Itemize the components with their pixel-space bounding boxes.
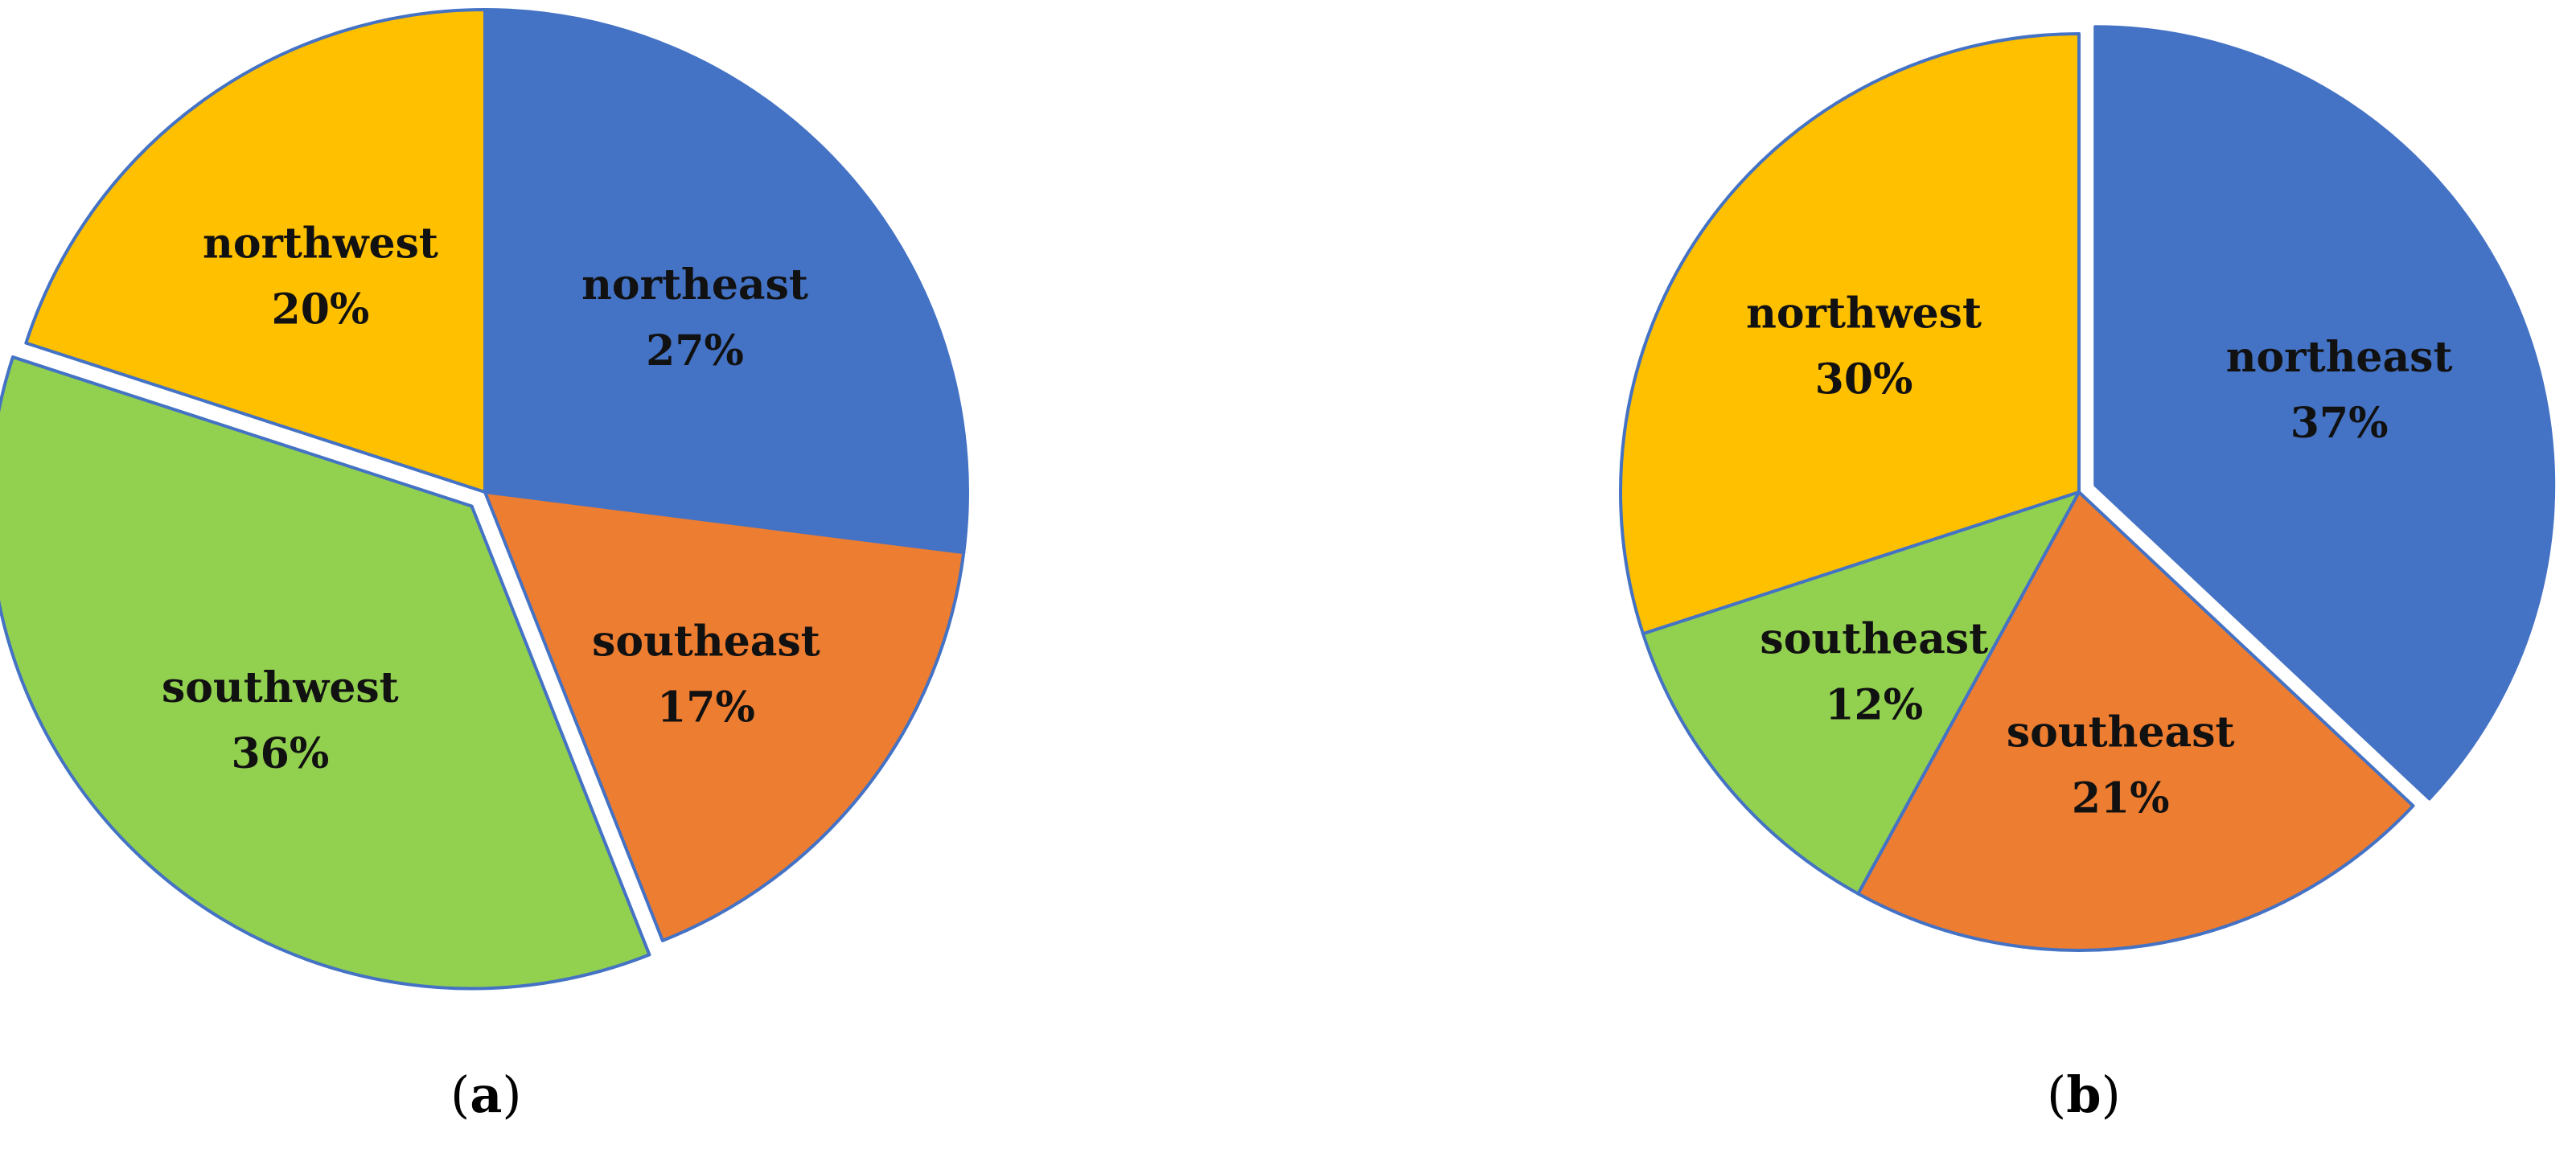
pie-b-slice-label-0: northeast [2226,333,2453,382]
pie-b-slice-value-3: 30% [1815,355,1913,404]
pie-a-slice-label-3: northwest [203,219,438,268]
panel-label-b-open: ( [2047,1065,2067,1124]
pie-a-slice-southwest-2 [0,355,651,991]
pie-a-slice-label-1: southeast [592,617,820,666]
pie-a-slice-label-0: northeast [581,261,808,310]
panel-label-a: (a) [450,1065,522,1124]
pie-b-slice-southeast-2 [1641,490,2081,896]
pie-chart-a: northeast 27% southeast 17% southwest 36% nort… [0,8,969,991]
panel-label-b-letter: b [2066,1065,2101,1124]
panel-label-b-close: ) [2101,1065,2121,1124]
pie-b-slice-northwest-3 [1619,32,2081,636]
pie-a-slice-southeast-1 [483,490,966,942]
pie-b-slice-value-1: 21% [2072,774,2170,823]
pie-b-slice-label-3: northwest [1746,289,1982,339]
pie-b-slice-value-0: 37% [2290,399,2389,448]
pie-a-slice-label-2: southwest [162,663,399,712]
pie-b-slice-value-2: 12% [1825,681,1923,730]
pie-a-slice-northeast-0 [483,8,969,555]
panel-label-a-close: ) [502,1065,522,1124]
pie-a-slice-value-2: 36% [231,729,329,778]
pie-a-slice-northwest-3 [24,8,487,494]
panel-label-b: (b) [2047,1065,2121,1124]
pie-b-slice-label-2: southeast [1760,615,1988,664]
pie-a-slice-value-1: 17% [657,683,755,732]
panel-label-a-letter: a [470,1065,503,1124]
pie-b-slice-label-1: southeast [2007,708,2235,757]
pie-b-slice-southeast-1 [1856,490,2415,952]
pie-b-slice-northeast-0 [2093,25,2556,801]
pie-a-slice-value-3: 20% [272,285,370,334]
panel-label-a-open: ( [450,1065,470,1124]
pie-a-slice-value-0: 27% [646,326,744,375]
pie-chart-b: northeast 37% southeast 21% southeast 12% nort… [1619,25,2556,952]
